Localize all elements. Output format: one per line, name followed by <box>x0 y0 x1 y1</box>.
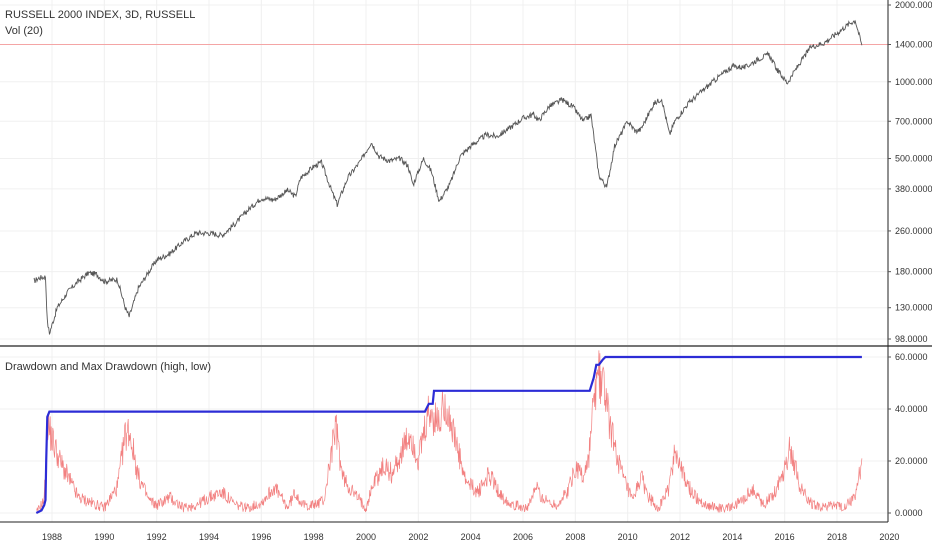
x-tick-label: 2014 <box>722 532 742 542</box>
price-y-tick-label: 1000.0000 <box>895 77 932 87</box>
drawdown-line <box>36 350 863 513</box>
x-tick-label: 1994 <box>199 532 219 542</box>
price-line <box>33 19 863 336</box>
x-tick-label: 2002 <box>408 532 428 542</box>
x-tick-label: 2012 <box>670 532 690 542</box>
x-tick-label: 2004 <box>461 532 481 542</box>
x-tick-label: 2016 <box>775 532 795 542</box>
x-tick-label: 2006 <box>513 532 533 542</box>
drawdown-y-tick-label: 40.0000 <box>895 404 928 414</box>
price-y-tick-label: 260.0000 <box>895 226 932 236</box>
max-drawdown-line <box>35 355 862 514</box>
x-axis: 1988 1990 1992 1994 1996 1998 2000 2002 2004 2006… <box>42 532 899 542</box>
x-tick-label: 1990 <box>94 532 114 542</box>
price-y-tick-label: 2000.0000 <box>895 0 932 10</box>
drawdown-y-tick-label: 60.0000 <box>895 352 928 362</box>
x-tick-label: 1988 <box>42 532 62 542</box>
x-tick-label: 2018 <box>827 532 847 542</box>
x-tick-label: 1996 <box>251 532 271 542</box>
x-tick-label: 2010 <box>618 532 638 542</box>
price-y-tick-label: 130.0000 <box>895 303 932 313</box>
price-y-tick-label: 500.0000 <box>895 154 932 164</box>
drawdown-y-tick-label: 0.0000 <box>895 508 923 518</box>
x-tick-label: 2000 <box>356 532 376 542</box>
x-tick-label: 2020 <box>879 532 899 542</box>
drawdown-pane-title: Drawdown and Max Drawdown (high, low) <box>5 361 212 373</box>
volume-indicator-label: Vol (20) <box>5 25 43 37</box>
x-tick-label: 2008 <box>565 532 585 542</box>
x-tick-label: 1998 <box>304 532 324 542</box>
x-tick-label: 1992 <box>147 532 167 542</box>
symbol-title: RUSSELL 2000 INDEX, 3D, RUSSELL <box>5 9 196 21</box>
drawdown-y-axis[interactable]: 0.0000 20.0000 40.0000 60.0000 <box>888 352 928 518</box>
drawdown-series <box>36 350 863 513</box>
price-y-tick-label: 1400.0000 <box>895 40 932 50</box>
price-y-tick-label: 380.0000 <box>895 184 932 194</box>
max-drawdown-series <box>35 355 862 514</box>
pane-frames <box>0 0 932 523</box>
price-y-tick-label: 98.0000 <box>895 334 928 344</box>
drawdown-y-tick-label: 20.0000 <box>895 456 928 466</box>
price-series <box>33 19 863 336</box>
price-y-tick-label: 700.0000 <box>895 116 932 126</box>
price-y-tick-label: 180.0000 <box>895 267 932 277</box>
price-y-axis[interactable]: 98.0000 130.0000 180.0000 260.0000 380.0000 5… <box>888 0 932 344</box>
